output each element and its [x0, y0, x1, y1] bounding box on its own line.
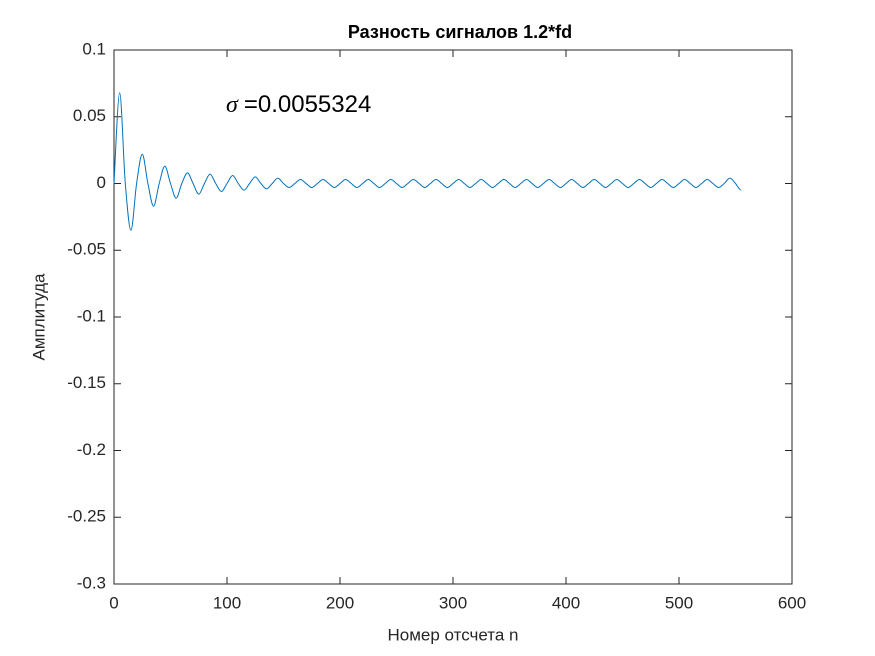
x-tick-label: 100 — [213, 593, 241, 612]
y-tick-label: -0.15 — [67, 373, 106, 392]
y-tick-label: -0.2 — [77, 440, 106, 459]
x-tick-label: 300 — [439, 593, 467, 612]
data-line — [113, 92, 742, 231]
y-tick-label: 0.05 — [73, 106, 106, 125]
x-tick-label: 600 — [778, 593, 806, 612]
x-tick-label: 400 — [552, 593, 580, 612]
annotation-text: =0.0055324 — [244, 91, 371, 118]
y-tick-label: -0.1 — [77, 306, 106, 325]
x-axis-label: Номер отсчета n — [387, 625, 518, 644]
x-tick-label: 0 — [109, 593, 118, 612]
y-tick-label: -0.3 — [77, 573, 106, 592]
x-tick-label: 500 — [665, 593, 693, 612]
y-tick-label: -0.05 — [67, 240, 106, 259]
chart-title: Разность сигналов 1.2*fd — [348, 22, 572, 42]
y-axis-label: Амплитуда — [29, 273, 48, 360]
x-tick-label: 200 — [326, 593, 354, 612]
annotation: σ =0.0055324 — [226, 91, 371, 118]
y-tick-label: 0 — [97, 173, 106, 192]
y-tick-label: -0.25 — [67, 507, 106, 526]
annotation-symbol: σ — [226, 92, 239, 118]
axes-box — [113, 49, 793, 585]
y-tick-label: 0.1 — [82, 39, 106, 58]
